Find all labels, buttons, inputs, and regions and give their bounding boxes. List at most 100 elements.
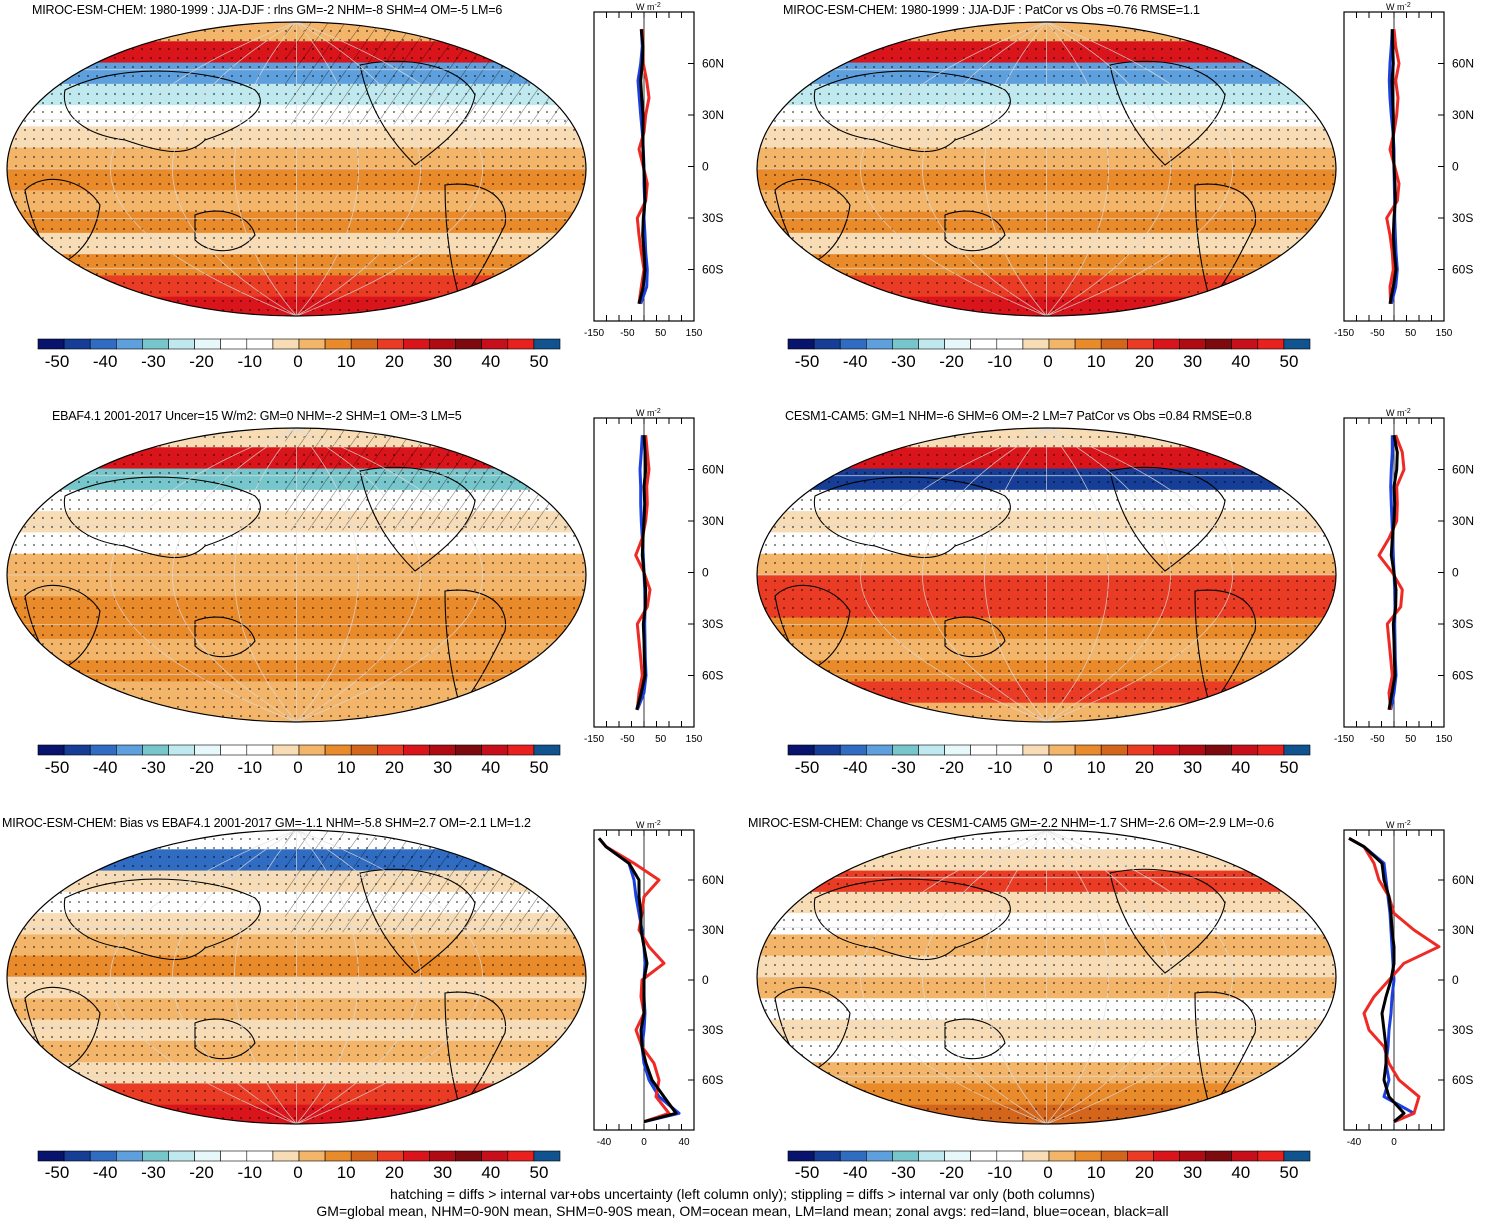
x-tick-label: -150 [1334,328,1354,339]
zonal-line-all [637,29,647,305]
y-tick-label: 0 [1452,973,1459,987]
colorbar-swatch [944,744,972,756]
panel-title: MIROC-ESM-CHEM: 1980-1999 : JJA-DJF : Pa… [783,3,1200,17]
y-tick-label: 30S [1452,211,1473,225]
colorbar-swatch [507,338,535,350]
colorbar-swatch [507,744,535,756]
colorbar-swatch [1126,338,1154,350]
colorbar-swatch [1205,1150,1233,1162]
y-tick-label: 60S [702,669,723,683]
x-tick-label: 50 [655,734,667,745]
y-tick-label: 30S [702,1023,723,1037]
colorbar-swatch [970,338,998,350]
colorbar-swatch [1022,1150,1050,1162]
colorbar-swatch [89,744,117,756]
colorbar-swatch [481,744,509,756]
colorbar-swatch [455,338,483,350]
colorbar-swatch [194,338,222,350]
colorbar-swatch [996,1150,1024,1162]
colorbar-swatch [429,1150,456,1162]
colorbar-swatch [350,744,378,756]
colorbar-swatch [944,338,972,350]
y-tick-label: 30S [702,211,723,225]
colorbar-swatch [220,1150,248,1162]
y-tick-label: 60S [1452,1073,1473,1087]
colorbar-swatch [787,744,815,756]
colorbar-swatch [1205,338,1233,350]
zonal-line-land [1377,434,1406,710]
x-tick-label: 0 [641,1137,647,1148]
colorbar-swatch [272,338,300,350]
colorbar-tick-label: 50 [529,1163,549,1182]
colorbar-swatch [839,744,867,756]
colorbar-tick-label: 40 [1231,758,1251,777]
colorbar-tick-label: -40 [92,352,118,371]
footer-line-hatching: hatching = diffs > internal var+obs unce… [390,1186,1095,1202]
colorbar-tick-label: -10 [987,352,1013,371]
colorbar-swatch [324,338,352,350]
colorbar-tick-label: 0 [1043,758,1053,777]
colorbar-tick-label: 20 [384,1163,404,1182]
y-tick-label: 30N [1452,108,1474,122]
colorbar-tick-label: -30 [141,758,166,777]
x-tick-label: -40 [597,1137,612,1148]
colorbar-swatch [116,1150,143,1162]
zonal-line-all [1388,29,1398,305]
colorbar-tick-label: -50 [44,758,70,777]
colorbar-tick-label: 40 [481,758,501,777]
colorbar-swatch [1231,744,1259,756]
colorbar-swatch [429,338,456,350]
colorbar-tick-label: 50 [529,352,549,371]
map-border [756,21,1337,317]
y-tick-label: 30N [1452,514,1474,528]
colorbar-swatch [481,338,509,350]
colorbar-swatch [246,338,274,350]
colorbar-swatch [839,1150,867,1162]
zonal-mean-plot: W m-2 60N 30N 0 30S 60S -150 -50 50 150 [584,408,724,745]
colorbar-tick-label: -20 [939,758,964,777]
y-tick-label: 60N [702,463,724,477]
y-tick-label: 0 [702,566,709,580]
zonal-mean-plot: W m-2 60N 30N 0 30S 60S -40 0 [1343,820,1474,1148]
colorbar-tick-label: 50 [529,758,549,777]
x-tick-label: -50 [620,734,635,745]
zonal-mean-plot: W m-2 60N 30N 0 30S 60S -40 0 40 [593,820,724,1148]
colorbar-tick-label: 50 [1279,758,1299,777]
colorbar-swatch [142,744,169,756]
colorbar-tick-label: 0 [293,352,303,371]
colorbar-tick-label: -50 [44,1163,70,1182]
colorbar-swatch [892,744,919,756]
x-tick-label: 150 [686,328,703,339]
colorbar-swatch [1126,744,1154,756]
panel-title: MIROC-ESM-CHEM: Change vs CESM1-CAM5 GM=… [748,816,1274,830]
colorbar-swatch [813,744,841,756]
panel-title: MIROC-ESM-CHEM: Bias vs EBAF4.1 2001-201… [2,816,531,830]
x-tick-label: 50 [655,328,667,339]
colorbar-swatch [272,744,300,756]
colorbar-tick-label: 40 [1231,1163,1251,1182]
colorbar-swatch [1179,338,1206,350]
colorbar-swatch [918,744,945,756]
panel-title: CESM1-CAM5: GM=1 NHM=-6 SHM=6 OM=-2 LM=7… [785,409,1252,423]
x-tick-label: 0 [1391,1137,1397,1148]
colorbar-swatch [89,1150,117,1162]
colorbar-tick-label: 20 [1134,1163,1154,1182]
units-label: W m-2 [1386,2,1411,12]
colorbar-swatch [403,1150,430,1162]
colorbar-tick-label: -50 [794,352,820,371]
units-label: W m-2 [1386,820,1411,830]
colorbar-tick-label: 50 [1279,352,1299,371]
colorbar-swatch [89,338,117,350]
colorbar-swatch [272,1150,300,1162]
colorbar-tick-label: -40 [842,1163,868,1182]
colorbar-tick-label: 10 [1086,352,1106,371]
colorbar-swatch [376,338,404,350]
map-border [6,829,587,1125]
colorbar-tick-label: 40 [481,352,501,371]
colorbar-tick-label: 30 [433,352,453,371]
colorbar-swatch [866,1150,893,1162]
colorbar-swatch [1153,744,1180,756]
colorbar-tick-label: 20 [384,352,404,371]
colorbar-swatch [892,338,919,350]
colorbar-swatch [1048,338,1076,350]
